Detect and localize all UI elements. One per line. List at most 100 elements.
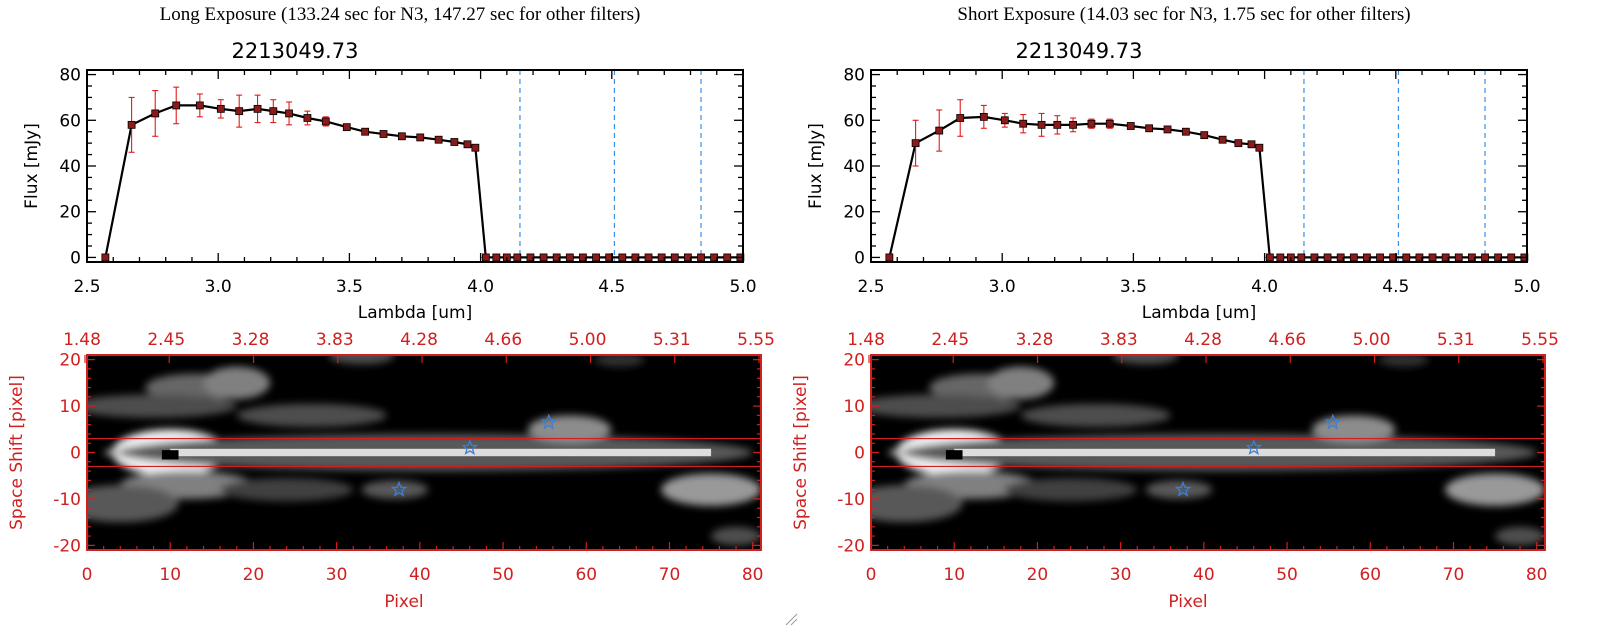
data-point [605, 253, 614, 262]
data-point [592, 253, 600, 262]
data-point [151, 109, 160, 118]
x-tick-label: 4.5 [598, 277, 625, 297]
data-point [492, 253, 501, 262]
data-point [1145, 124, 1154, 133]
data-point [565, 253, 574, 262]
image-y-tick-label: 20 [59, 351, 81, 371]
y-tick-label: 20 [59, 203, 81, 223]
image-top-tick-label: 5.55 [1521, 330, 1559, 350]
image-y-tick-label: -10 [837, 490, 865, 510]
image-x-tick-label: 0 [82, 565, 93, 585]
image-blob [594, 355, 645, 367]
image-top-tick-label: 3.83 [316, 330, 354, 350]
image-blob [528, 415, 612, 444]
y-tick-label: 40 [59, 157, 81, 177]
y-axis-label: Flux [mJy] [806, 123, 826, 209]
x-axis-label: Lambda [um] [1142, 303, 1256, 323]
image-top-tick-label: 4.28 [1184, 330, 1222, 350]
image-blob [711, 526, 761, 546]
data-point [471, 143, 480, 152]
x-tick-label: 4.0 [1251, 277, 1278, 297]
image-y-tick-label: 10 [843, 397, 865, 417]
image-y-tick-label: 10 [59, 397, 81, 417]
data-point [481, 253, 490, 262]
image-top-tick-label: 2.45 [931, 330, 969, 350]
x-tick-label: 2.5 [857, 277, 884, 297]
data-point [1494, 253, 1503, 262]
spectral-image [871, 355, 1545, 550]
data-point [618, 253, 627, 262]
y-tick-label: 80 [59, 66, 81, 86]
image-x-tick-label: 30 [326, 565, 348, 585]
data-point [631, 253, 640, 262]
y-tick-label: 60 [59, 111, 81, 131]
long-exposure-figure: 2213049.732.5 3.0 3.5 4.0 4.5 5.0020406080Lam… [7, 39, 775, 612]
data-point [1037, 120, 1046, 129]
data-point [1402, 253, 1411, 262]
data-point [1297, 253, 1306, 262]
data-point [1415, 253, 1424, 262]
data-point [885, 253, 894, 262]
resize-grip-icon[interactable] [784, 612, 798, 626]
data-point [1105, 119, 1114, 128]
image-x-tick-label: 70 [659, 565, 681, 585]
image-x-tick-label: 10 [943, 565, 965, 585]
source-star-icon [390, 480, 408, 497]
data-point [285, 109, 293, 118]
image-x-tick-label: 40 [409, 565, 431, 585]
data-point [1336, 253, 1345, 262]
image-x-tick-label: 40 [1193, 565, 1215, 585]
chart-subtitle: 2213049.73 [1016, 39, 1143, 63]
y-tick-label: 60 [843, 111, 865, 131]
image-y-tick-label: -10 [53, 490, 81, 510]
image-top-tick-label: 1.48 [63, 330, 101, 350]
image-x-tick-label: 20 [1027, 565, 1049, 585]
image-x-tick-label: 20 [243, 565, 265, 585]
image-x-tick-label: 60 [575, 565, 597, 585]
y-tick-label: 20 [843, 203, 865, 223]
image-x-tick-label: 10 [159, 565, 181, 585]
y-axis-label: Flux [mJy] [22, 123, 42, 209]
image-blob [661, 473, 761, 506]
saturated-pixel [161, 450, 179, 460]
image-x-tick-label: 50 [1276, 565, 1298, 585]
y-tick-label: 40 [843, 157, 865, 177]
data-point [1363, 253, 1371, 262]
data-point [253, 104, 262, 113]
image-top-tick-label: 1.48 [847, 330, 885, 350]
x-tick-label: 3.5 [1120, 277, 1147, 297]
data-point [1000, 116, 1009, 125]
data-point [1323, 253, 1332, 262]
data-point [1441, 253, 1450, 262]
data-point [1255, 143, 1264, 152]
image-top-tick-label: 5.00 [569, 330, 607, 350]
trace-core [954, 448, 1496, 457]
image-x-tick-label: 80 [1526, 565, 1548, 585]
image-top-tick-label: 3.83 [1100, 330, 1138, 350]
data-point [935, 126, 944, 135]
image-x-tick-label: 80 [742, 565, 764, 585]
image-top-tick-label: 4.66 [1268, 330, 1306, 350]
data-point [723, 253, 732, 262]
short-exposure-figure: 2213049.732.5 3.0 3.5 4.0 4.5 5.0020406080Lam… [791, 39, 1559, 612]
data-point [513, 253, 522, 262]
short-exposure-panel: Short Exposure (14.03 sec for N3, 1.75 s… [784, 0, 1584, 630]
data-point [172, 101, 181, 110]
data-point [101, 253, 110, 262]
data-point [1507, 253, 1516, 262]
image-blob [1495, 526, 1545, 546]
x-tick-label: 3.0 [205, 277, 232, 297]
image-blob [987, 366, 1055, 400]
image-y-tick-label: 0 [854, 444, 865, 464]
data-point [450, 138, 459, 146]
data-point [235, 107, 244, 116]
data-point [1467, 253, 1476, 262]
data-point [1276, 253, 1285, 262]
data-point [979, 112, 988, 121]
image-top-tick-label: 5.00 [1353, 330, 1391, 350]
image-blob [220, 478, 354, 502]
data-point [321, 117, 330, 126]
data-point [416, 133, 425, 142]
x-tick-label: 4.0 [467, 277, 494, 297]
source-star-icon [1324, 413, 1342, 430]
